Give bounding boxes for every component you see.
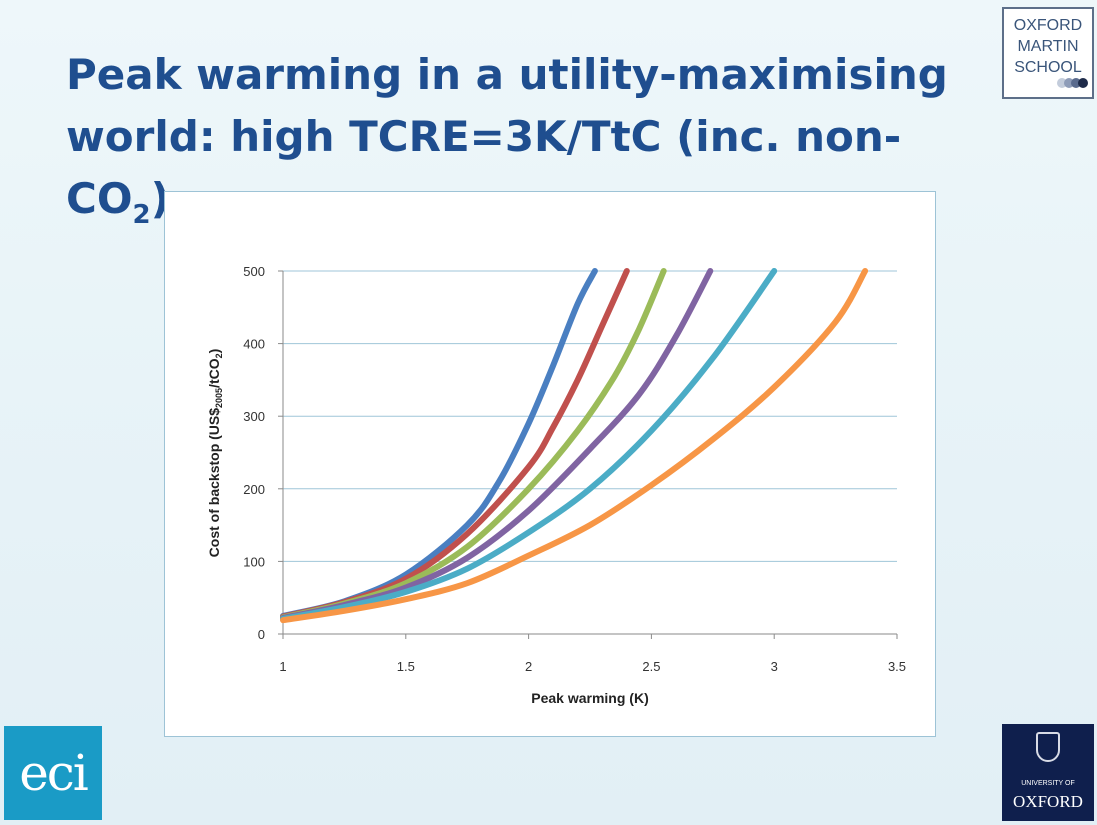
eci-logo: eci bbox=[4, 726, 102, 820]
x-axis-label: Peak warming (K) bbox=[531, 690, 648, 706]
x-tick-label: 1.5 bbox=[397, 659, 415, 674]
y-tick-label: 0 bbox=[258, 627, 265, 642]
x-tick-label: 2.5 bbox=[642, 659, 660, 674]
y-tick-label: 400 bbox=[243, 337, 265, 352]
y-tick-label: 100 bbox=[243, 554, 265, 569]
oxford-crest-icon bbox=[1036, 732, 1060, 762]
series-line-6 bbox=[280, 268, 869, 624]
peak-warming-chart: 0 100 200 300 400 500 1 1.5 2 2.5 3 3.5 Peak warmin… bbox=[206, 264, 906, 706]
series-line-5 bbox=[280, 268, 778, 622]
chart-frame: 0 100 200 300 400 500 1 1.5 2 2.5 3 3.5 Peak warmin… bbox=[164, 191, 936, 737]
title-subscript: 2 bbox=[132, 200, 151, 230]
oxford-logo-big-text: OXFORD bbox=[1013, 792, 1083, 811]
title-line-2: world: high TCRE=3K/TtC (inc. non-CO2) bbox=[66, 112, 902, 230]
y-label-prefix: Cost of backstop (US$ bbox=[206, 408, 222, 558]
oms-logo-line-3: SCHOOL bbox=[1014, 59, 1082, 76]
y-tick-label: 300 bbox=[243, 409, 265, 424]
oxford-logo-small-text: UNIVERSITY OF bbox=[1021, 780, 1075, 787]
y-axis-label: Cost of backstop (US$2005/tCO2) bbox=[206, 349, 224, 558]
series-line-4 bbox=[280, 268, 714, 621]
y-label-sub: 2005 bbox=[214, 388, 224, 408]
oms-logo-line-2: MARTIN bbox=[1017, 38, 1079, 55]
x-tick-label: 1 bbox=[279, 659, 286, 674]
chart-series bbox=[280, 268, 869, 624]
oms-logo-dots bbox=[1057, 73, 1088, 94]
x-tick-label: 3 bbox=[771, 659, 778, 674]
chart-axes bbox=[278, 270, 898, 639]
y-label-suffix: /tCO bbox=[206, 358, 222, 388]
y-tick-label: 500 bbox=[243, 264, 265, 279]
university-of-oxford-logo: UNIVERSITY OF OXFORD bbox=[1002, 724, 1094, 821]
chart-ticks: 0 100 200 300 400 500 1 1.5 2 2.5 3 3.5 bbox=[243, 264, 906, 674]
y-tick-label: 200 bbox=[243, 482, 265, 497]
title-line-1: Peak warming in a utility-maximising bbox=[66, 50, 948, 99]
y-label-sub2: 2 bbox=[214, 353, 224, 358]
y-label-end: ) bbox=[206, 349, 222, 354]
x-tick-label: 2 bbox=[525, 659, 532, 674]
x-tick-label: 3.5 bbox=[888, 659, 906, 674]
oxford-martin-school-logo: OXFORD MARTIN SCHOOL bbox=[1002, 7, 1094, 99]
title-line-2-main: world: high TCRE=3K/TtC (inc. non-CO bbox=[66, 112, 902, 223]
slide-title: Peak warming in a utility-maximising wor… bbox=[66, 44, 986, 246]
oms-logo-line-1: OXFORD bbox=[1013, 17, 1083, 34]
